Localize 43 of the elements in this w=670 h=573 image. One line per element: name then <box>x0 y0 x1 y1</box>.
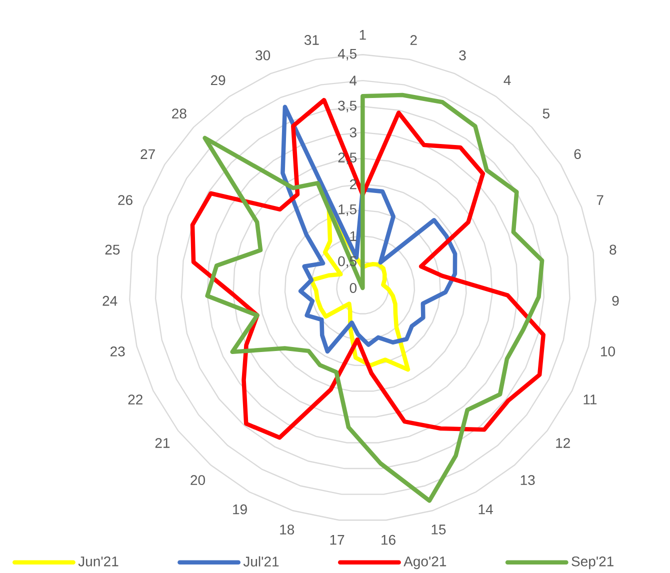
spoke-label: 8 <box>610 244 616 255</box>
y-tick-label: 1,5 <box>338 204 356 216</box>
spoke-label: 4 <box>504 75 511 86</box>
spoke-label: 2 <box>410 35 417 45</box>
legend-label: Ago'21 <box>404 556 446 570</box>
spoke-label: 18 <box>280 524 294 535</box>
spoke-label: 22 <box>128 394 142 404</box>
spoke-label: 11 <box>584 394 597 404</box>
spoke-label: 20 <box>190 475 205 486</box>
spoke-label: 17 <box>330 535 344 545</box>
spoke-label: 30 <box>256 50 270 60</box>
y-tick-label: 4,5 <box>338 48 356 60</box>
spoke-label: 24 <box>102 296 118 306</box>
spoke-label: 26 <box>118 195 132 206</box>
y-tick-label: 1 <box>350 231 356 241</box>
spoke-label: 6 <box>574 149 581 160</box>
spoke-label: 21 <box>155 438 170 448</box>
y-tick-label: 0 <box>350 283 357 293</box>
spoke-label: 29 <box>210 75 226 86</box>
legend-label: Jul'21 <box>243 556 279 567</box>
spoke-label: 28 <box>172 108 186 119</box>
spoke-label: 14 <box>478 504 493 514</box>
y-tick-label: 4 <box>350 76 357 86</box>
spoke-label: 7 <box>596 195 604 205</box>
spoke-label: 25 <box>105 244 120 255</box>
spoke-label: 16 <box>382 534 396 545</box>
spoke-label: 10 <box>601 346 615 356</box>
spoke-label: 23 <box>110 346 125 356</box>
spoke-label: 9 <box>612 296 619 306</box>
y-tick-label: 3,5 <box>338 100 356 112</box>
spoke-label: 5 <box>542 108 550 118</box>
spoke-label: 15 <box>432 524 446 534</box>
spoke-label: 13 <box>520 475 535 486</box>
legend-label: Sep'21 <box>572 556 614 570</box>
spoke-label: 3 <box>459 50 466 60</box>
spoke-label: 31 <box>304 35 319 45</box>
legend-label: Jun'21 <box>78 556 118 566</box>
y-tick-label: 3 <box>350 127 356 138</box>
spoke-label: 12 <box>556 438 570 448</box>
y-tick-label: 2 <box>350 179 356 190</box>
spoke-label: 27 <box>140 149 155 159</box>
spoke-label: 19 <box>233 504 247 514</box>
spoke-label: 1 <box>360 30 366 40</box>
